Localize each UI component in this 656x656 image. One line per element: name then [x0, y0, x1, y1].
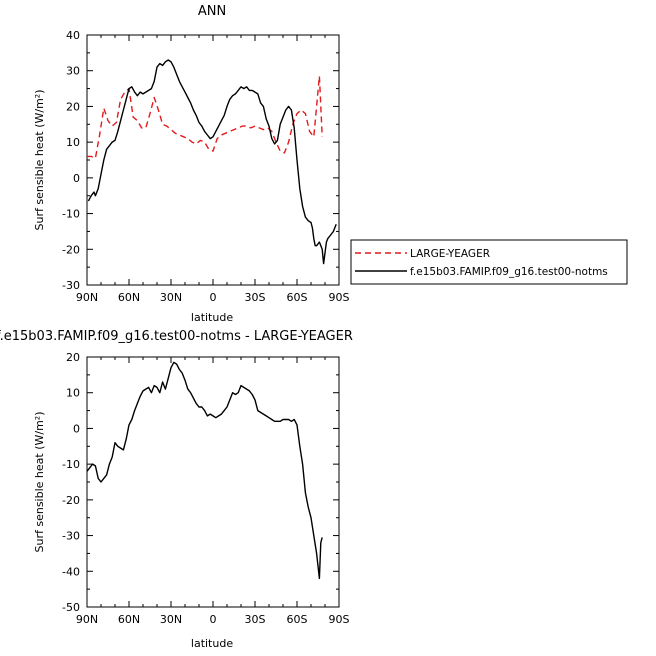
y-tick-label: 10: [66, 387, 80, 400]
x-tick-label: 60N: [118, 613, 140, 626]
y-tick-label: -10: [62, 458, 80, 471]
top-y-axis-label: Surf sensible heat (W/m²): [33, 90, 46, 231]
top-series-group: [87, 59, 337, 265]
legend: LARGE-YEAGER f.e15b03.FAMIP.f09_g16.test…: [350, 239, 628, 285]
series-line-dashed: [87, 75, 323, 159]
x-tick-label: 90N: [76, 613, 98, 626]
bottom-ticks: 90N 60N 30N 0 30S 60S 90S 20 10 0 -10 -20 -30 -40 -50: [62, 351, 349, 626]
y-tick-label: -30: [62, 530, 80, 543]
x-tick-label: 30S: [245, 613, 266, 626]
y-tick-label: 20: [66, 351, 80, 364]
y-tick-label: 40: [66, 29, 80, 42]
top-chart-title: ANN: [198, 4, 226, 19]
y-tick-label: 0: [73, 172, 80, 185]
x-tick-label: 90N: [76, 291, 98, 304]
top-y-axis-label-text: Surf sensible heat (W/m²): [33, 90, 46, 231]
x-tick-label: 30S: [245, 291, 266, 304]
y-tick-label: -20: [62, 243, 80, 256]
bottom-y-axis-label-text: Surf sensible heat (W/m²): [33, 412, 46, 553]
y-tick-label: -10: [62, 208, 80, 221]
series-line-solid: [86, 361, 323, 580]
top-x-axis-label: latitude: [191, 311, 233, 324]
y-tick-label: 30: [66, 65, 80, 78]
bottom-panel: f.e15b03.FAMIP.f09_g16.test00-notms - LA…: [0, 329, 353, 650]
y-tick-label: 20: [66, 100, 80, 113]
y-tick-label: -30: [62, 279, 80, 292]
bottom-x-axis-label: latitude: [191, 637, 233, 650]
legend-label-large-yeager: LARGE-YEAGER: [410, 248, 490, 260]
x-tick-label: 30N: [160, 291, 182, 304]
x-tick-label: 90S: [329, 613, 350, 626]
x-tick-label: 60N: [118, 291, 140, 304]
x-tick-label: 60S: [287, 613, 308, 626]
x-tick-label: 30N: [160, 613, 182, 626]
bottom-plot-frame: [86, 356, 340, 608]
bottom-y-axis-label: Surf sensible heat (W/m²): [33, 412, 46, 553]
x-tick-label: 0: [210, 613, 217, 626]
legend-box: [350, 239, 628, 285]
series-line-solid: [87, 59, 337, 265]
top-plot-frame: [86, 34, 340, 286]
top-panel: ANN 90N 60N 30N 0 30S 60S 90S 40 30 20 10 0 -10 -20 -3…: [33, 4, 350, 324]
y-tick-label: -20: [62, 494, 80, 507]
bottom-series-group: [86, 361, 323, 580]
y-tick-label: 0: [73, 422, 80, 435]
legend-label-test00: f.e15b03.FAMIP.f09_g16.test00-notms: [410, 266, 608, 278]
y-tick-label: -50: [62, 601, 80, 614]
bottom-chart-title: f.e15b03.FAMIP.f09_g16.test00-notms - LA…: [0, 329, 353, 344]
top-ticks: 90N 60N 30N 0 30S 60S 90S 40 30 20 10 0 -10 -20 -30: [62, 29, 349, 304]
y-tick-label: -40: [62, 565, 80, 578]
y-tick-label: 10: [66, 136, 80, 149]
x-tick-label: 60S: [287, 291, 308, 304]
x-tick-label: 0: [210, 291, 217, 304]
x-tick-label: 90S: [329, 291, 350, 304]
